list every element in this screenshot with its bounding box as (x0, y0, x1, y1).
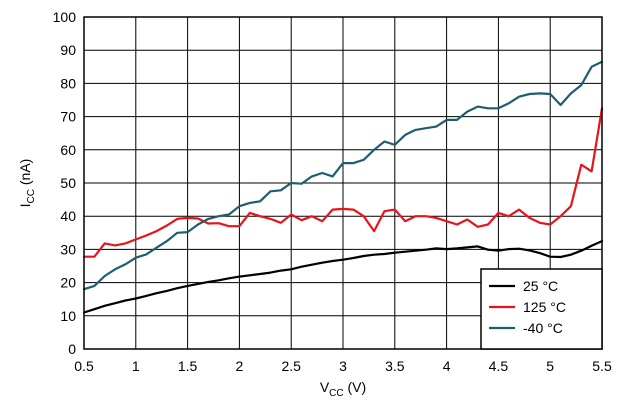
y-tick-label: 30 (60, 241, 76, 257)
x-tick-label: 4 (443, 358, 451, 374)
x-tick-label: 5.5 (592, 358, 612, 374)
x-tick-label: 2.5 (281, 358, 301, 374)
axis-titles: VCC (V) ICC (nA) (17, 159, 366, 399)
y-tick-label: 70 (60, 109, 76, 125)
y-axis-title-main: I (17, 203, 33, 207)
x-axis-title: VCC (V) (320, 379, 366, 398)
x-tick-label: 1 (132, 358, 140, 374)
x-axis-title-main: V (320, 379, 330, 395)
legend: 25 °C 125 °C -40 °C (480, 268, 603, 350)
y-tick-label: 50 (60, 175, 76, 191)
legend-box (480, 268, 603, 350)
x-axis-title-subscript: CC (329, 388, 343, 398)
series-lines (82, 60, 604, 314)
legend-label: 125 °C (523, 299, 566, 315)
x-tick-label: 2 (236, 358, 244, 374)
x-tick-label: 5 (546, 358, 554, 374)
y-tick-label: 80 (60, 75, 76, 91)
x-tick-label: 3.5 (385, 358, 405, 374)
series-line-1 (82, 107, 604, 258)
y-axis-title-subscript: CC (26, 189, 37, 203)
y-axis-title: ICC (nA) (17, 159, 37, 208)
series-line-0 (82, 240, 604, 314)
x-tick-label: 1.5 (178, 358, 198, 374)
x-axis-title-unit: (V) (344, 379, 367, 395)
x-tick-label: 4.5 (489, 358, 509, 374)
y-tick-label: 60 (60, 142, 76, 158)
legend-label: -40 °C (523, 320, 563, 336)
y-tick-label: 40 (60, 208, 76, 224)
y-axis-title-unit: (nA) (17, 159, 33, 189)
plot-frame (83, 16, 603, 350)
x-tick-label: 0.5 (74, 358, 94, 374)
y-tick-label: 90 (60, 42, 76, 58)
y-tick-label: 20 (60, 275, 76, 291)
series-line-2 (82, 60, 604, 291)
y-tick-label: 100 (53, 9, 77, 25)
y-tick-label: 10 (60, 308, 76, 324)
x-tick-label: 3 (339, 358, 347, 374)
tick-labels: 0.5 1 1.5 2 2.5 3 3.5 4 4.5 5 5.5 0 10 20 30 40 50 60 70 80… (53, 9, 612, 374)
y-tick-label: 0 (68, 341, 76, 357)
legend-label: 25 °C (523, 278, 558, 294)
